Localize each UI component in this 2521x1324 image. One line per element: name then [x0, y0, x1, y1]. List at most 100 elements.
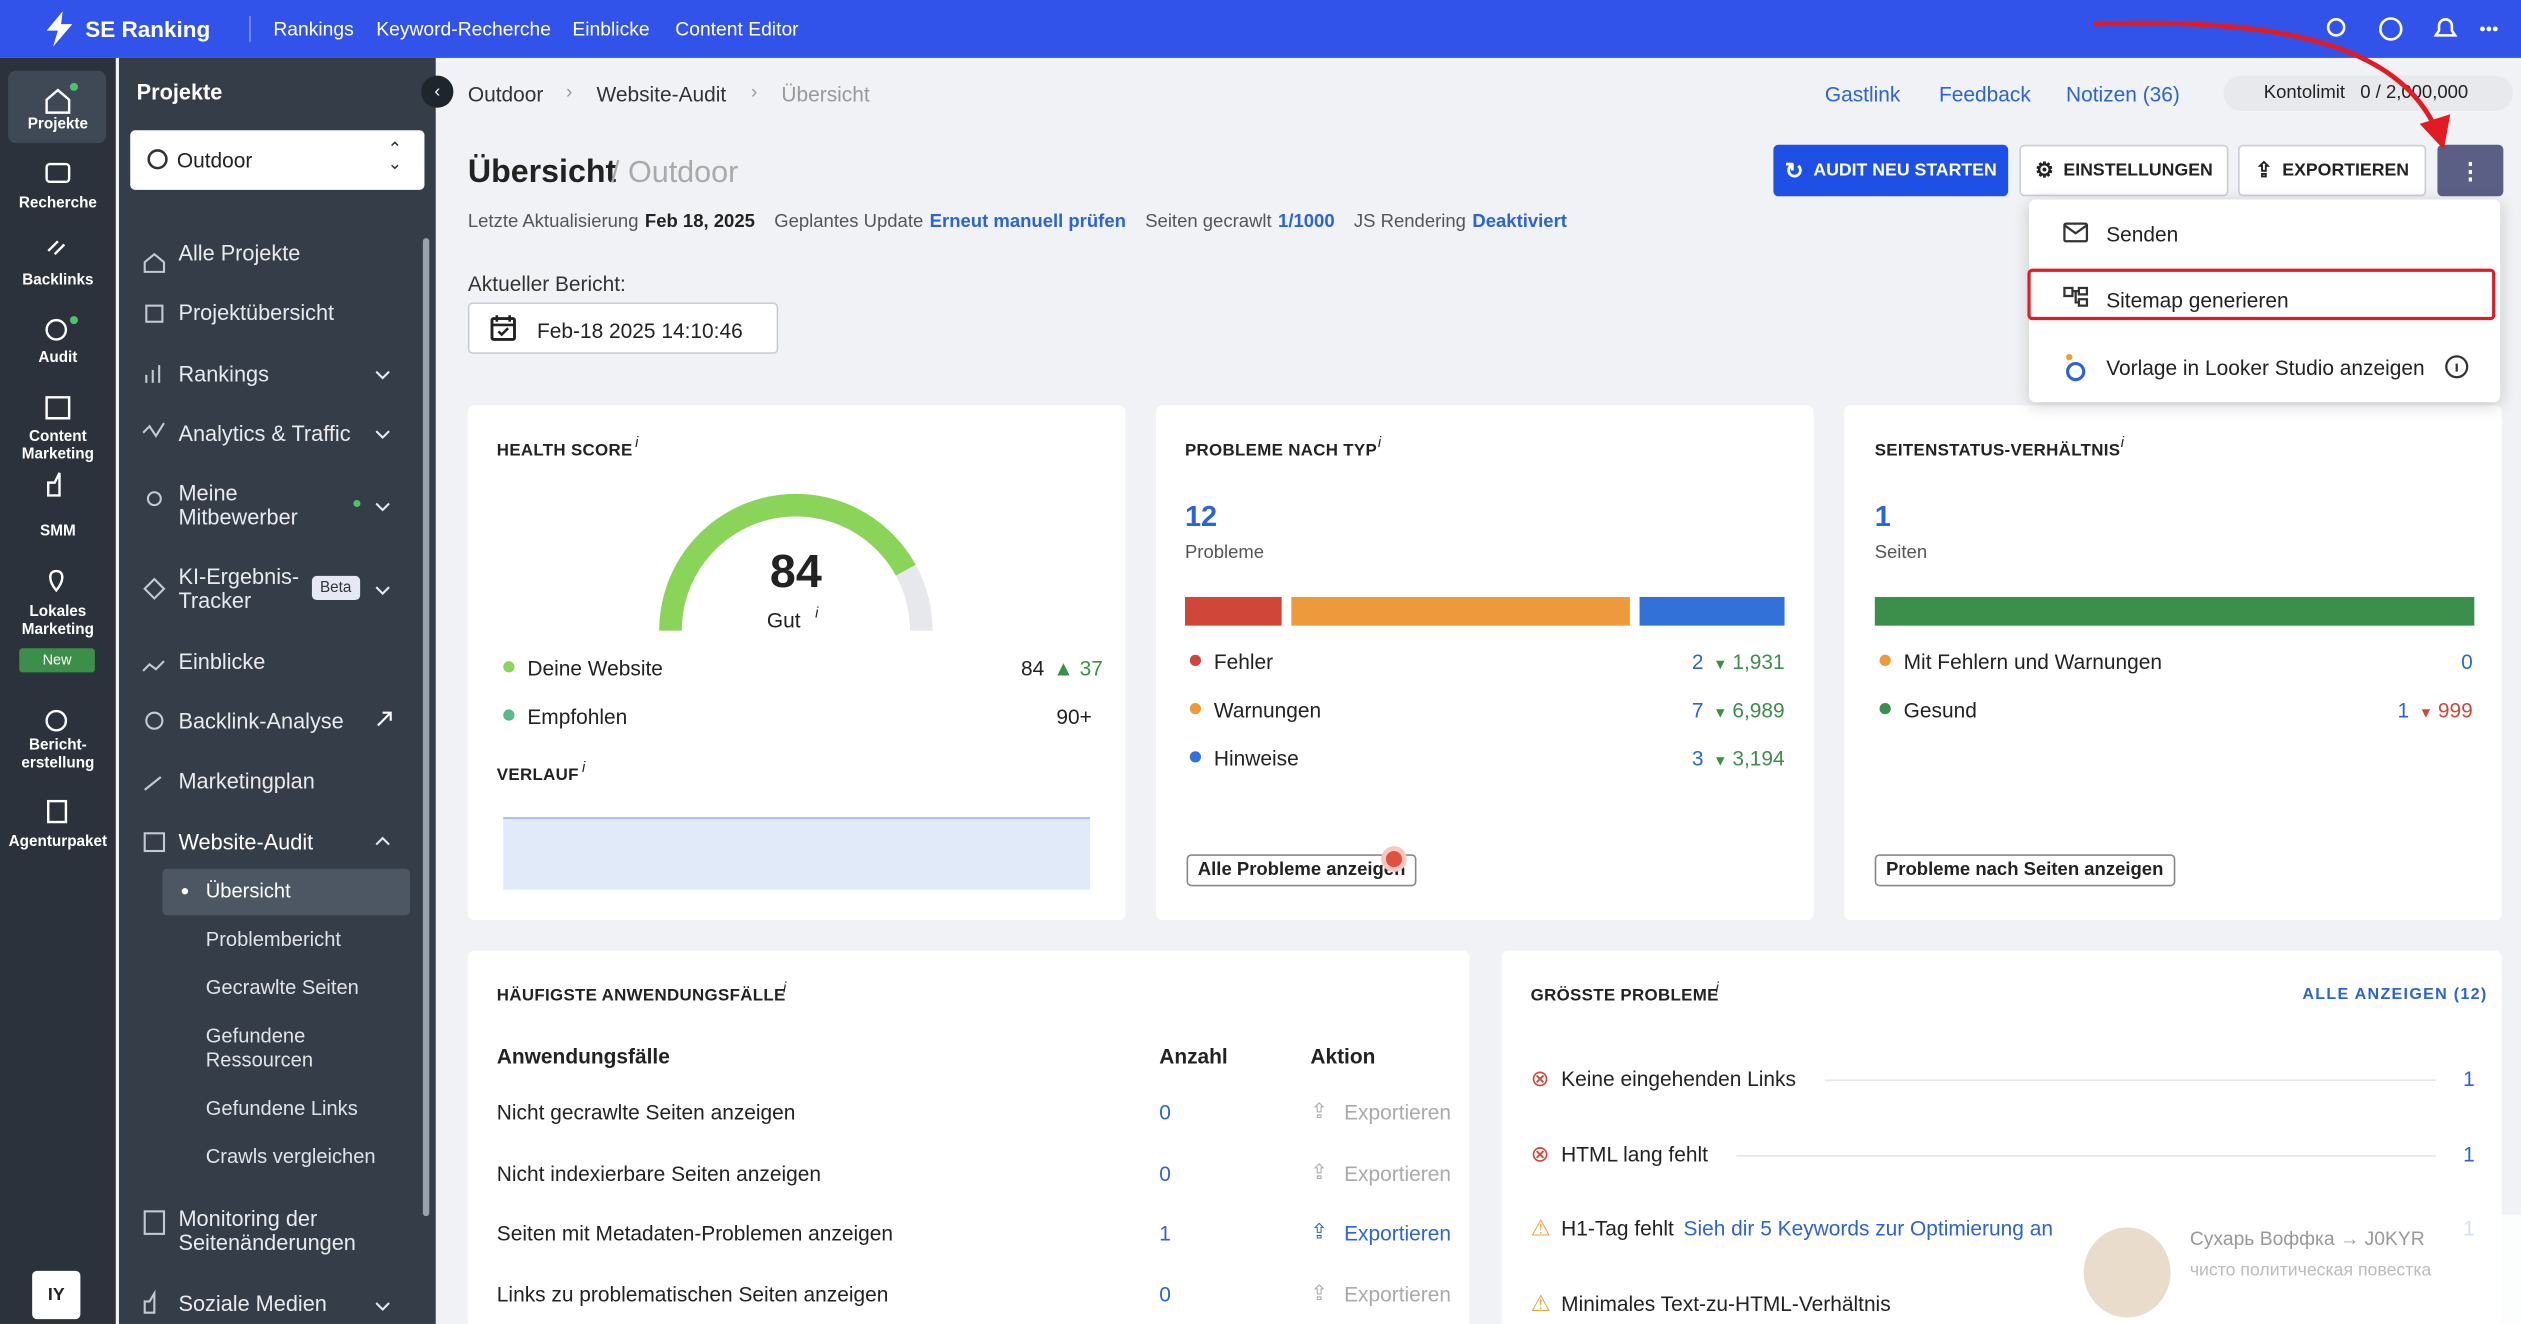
- menu-item[interactable]: Marketingplan: [178, 768, 315, 794]
- info-icon[interactable]: i: [582, 759, 586, 776]
- header-link[interactable]: Notizen (36): [2066, 82, 2180, 107]
- submenu-item[interactable]: Übersicht: [205, 879, 291, 903]
- health-gauge: [659, 493, 933, 631]
- scrollbar: [422, 238, 430, 1217]
- rail-item[interactable]: Audit: [38, 349, 78, 367]
- meta-value[interactable]: Erneut manuell prüfen: [929, 212, 1126, 232]
- issue-name[interactable]: Keine eingehenden Links: [1561, 1066, 1796, 1091]
- nav-link[interactable]: Einblicke: [572, 17, 650, 41]
- issue-name[interactable]: HTML lang fehlt: [1561, 1141, 1708, 1166]
- error-icon: ⊗: [1530, 1064, 1550, 1091]
- all-problems-button[interactable]: Alle Probleme anzeigen: [1186, 854, 1417, 887]
- usecase-count[interactable]: 1: [1159, 1221, 1171, 1246]
- dropdown-item[interactable]: Sitemap generieren: [2106, 287, 2289, 313]
- header-link[interactable]: Gastlink: [1824, 82, 1901, 107]
- restart-button[interactable]: ↻ AUDIT NEU STARTEN: [1773, 144, 2009, 197]
- kontolimit[interactable]: [2223, 75, 2513, 112]
- info-icon[interactable]: i: [1715, 979, 1719, 996]
- submenu-item[interactable]: Problembericht: [205, 928, 341, 951]
- header-link[interactable]: Feedback: [1939, 82, 2031, 107]
- legend-value[interactable]: 2: [1691, 649, 1704, 675]
- menu-item[interactable]: Website-Audit: [178, 830, 314, 855]
- top-icons[interactable]: [2322, 14, 2499, 43]
- submenu-item[interactable]: Gecrawlte Seiten: [205, 976, 359, 1000]
- rail-item[interactable]: Content Marketing: [21, 427, 94, 464]
- legend-values: 2 ▼ 1,931: [1692, 650, 1785, 674]
- nav-link[interactable]: Keyword-Recherche: [376, 17, 552, 41]
- nav-link[interactable]: Content Editor: [675, 17, 799, 41]
- rail-item[interactable]: Bericht-erstellung: [21, 736, 95, 773]
- issue-count[interactable]: 1: [2463, 1141, 2475, 1166]
- sidebar-icons: [142, 252, 392, 1314]
- error-icon: ⊗: [1530, 1139, 1550, 1166]
- menu-item[interactable]: Monitoring der Seitenänderungen: [178, 1206, 356, 1255]
- legend-name: Hinweise: [1213, 746, 1299, 771]
- collapse-button[interactable]: ‹: [421, 75, 454, 108]
- avatar[interactable]: IY: [32, 1270, 81, 1320]
- menu-item[interactable]: Projektübersicht: [178, 300, 335, 325]
- issue-link[interactable]: Sieh dir 5 Keywords zur Optimierung an: [1683, 1216, 2053, 1241]
- info-icon[interactable]: i: [635, 434, 639, 451]
- usecase-count[interactable]: 0: [1159, 1160, 1171, 1185]
- usecase-name: Seiten mit Metadaten-Problemen anzeigen: [496, 1221, 894, 1246]
- legend-value[interactable]: 3: [1691, 746, 1704, 771]
- settings-button[interactable]: ⚙ EINSTELLUNGEN: [2019, 144, 2229, 197]
- submenu-item[interactable]: Gefundene Ressourcen: [205, 1024, 314, 1072]
- export-action[interactable]: Exportieren: [1344, 1221, 1452, 1246]
- legend-values: 3 ▼ 3,194: [1692, 746, 1785, 770]
- health-score: 84: [769, 546, 822, 599]
- submenu-item[interactable]: Crawls vergleichen: [205, 1145, 376, 1168]
- all-issues-link[interactable]: ALLE ANZEIGEN (12): [2302, 986, 2488, 1004]
- breadcrumb[interactable]: Website-Audit: [596, 82, 727, 107]
- legend-value[interactable]: 7: [1691, 698, 1704, 723]
- rail-item[interactable]: Recherche: [18, 194, 97, 213]
- meta-row: Letzte Aktualisierung Feb 18, 2025 Geplant…: [468, 212, 1580, 231]
- report-label: Aktueller Bericht:: [467, 271, 626, 297]
- pages-problems-button[interactable]: Probleme nach Seiten anzeigen: [1874, 854, 2175, 887]
- dropdown-item[interactable]: Senden: [2106, 222, 2179, 247]
- meta-value[interactable]: Deaktiviert: [1472, 212, 1567, 232]
- info-icon[interactable]: i: [2120, 434, 2124, 451]
- bar-segment: [1874, 596, 2475, 626]
- info-icon[interactable]: i: [782, 979, 787, 996]
- project-select[interactable]: Outdoor ⌃ ⌄: [130, 130, 425, 190]
- menu-item[interactable]: Backlink-Analyse: [178, 709, 344, 734]
- menu-item[interactable]: Soziale Medien: [178, 1291, 327, 1316]
- menu-item[interactable]: Meine Mitbewerber: [178, 481, 298, 530]
- menu-item[interactable]: Rankings: [178, 361, 269, 387]
- legend-value[interactable]: 0: [2461, 649, 2473, 675]
- notification[interactable]: Сухарь Воффка → J0KYR чисто политическая…: [2067, 1214, 2521, 1324]
- issue-name[interactable]: H1-Tag fehlt: [1561, 1216, 1674, 1241]
- rail-item[interactable]: SMM: [40, 522, 76, 541]
- issue-name[interactable]: Minimales Text-zu-HTML-Verhältnis: [1561, 1290, 1891, 1316]
- menu-item[interactable]: Alle Projekte: [178, 241, 301, 266]
- meta-value[interactable]: 1/1000: [1278, 212, 1335, 232]
- info-icon[interactable]: i: [1377, 434, 1382, 451]
- health-label: Gut: [766, 608, 801, 633]
- brand: SE Ranking: [85, 16, 211, 42]
- export-button[interactable]: ⇪ EXPORTIEREN: [2238, 144, 2427, 197]
- rail-item[interactable]: Agenturpaket: [8, 833, 108, 852]
- submenu-item[interactable]: Gefundene Links: [205, 1097, 358, 1120]
- rail-item[interactable]: Lokales Marketing: [21, 603, 94, 639]
- legend-value[interactable]: 1: [2397, 698, 2410, 723]
- rail-item[interactable]: Backlinks: [22, 271, 94, 290]
- info-icon[interactable]: i: [815, 604, 819, 621]
- menu-item[interactable]: Analytics & Traffic: [178, 421, 351, 446]
- menu-item[interactable]: Einblicke: [178, 649, 266, 675]
- usecase-count[interactable]: 0: [1159, 1281, 1171, 1306]
- nav-link[interactable]: Rankings: [273, 17, 354, 41]
- rail-icons: [45, 82, 78, 824]
- usecase-count[interactable]: 0: [1159, 1100, 1171, 1125]
- dropdown-item[interactable]: Vorlage in Looker Studio anzeigen: [2106, 355, 2425, 380]
- export-icon: ⇪: [1310, 1098, 1328, 1123]
- logo-icon: [46, 11, 73, 47]
- breadcrumb[interactable]: Outdoor: [467, 82, 544, 107]
- issue-count[interactable]: 1: [2463, 1066, 2475, 1091]
- more-button[interactable]: ⋮: [2437, 144, 2504, 197]
- report-select[interactable]: Feb-18 2025 14:10:46: [467, 302, 779, 354]
- menu-item[interactable]: KI-Ergebnis-Tracker: [178, 564, 300, 613]
- export-action: Exportieren: [1344, 1160, 1452, 1185]
- status-total: 1: [1874, 500, 1891, 533]
- rail-item[interactable]: Projekte: [27, 115, 89, 134]
